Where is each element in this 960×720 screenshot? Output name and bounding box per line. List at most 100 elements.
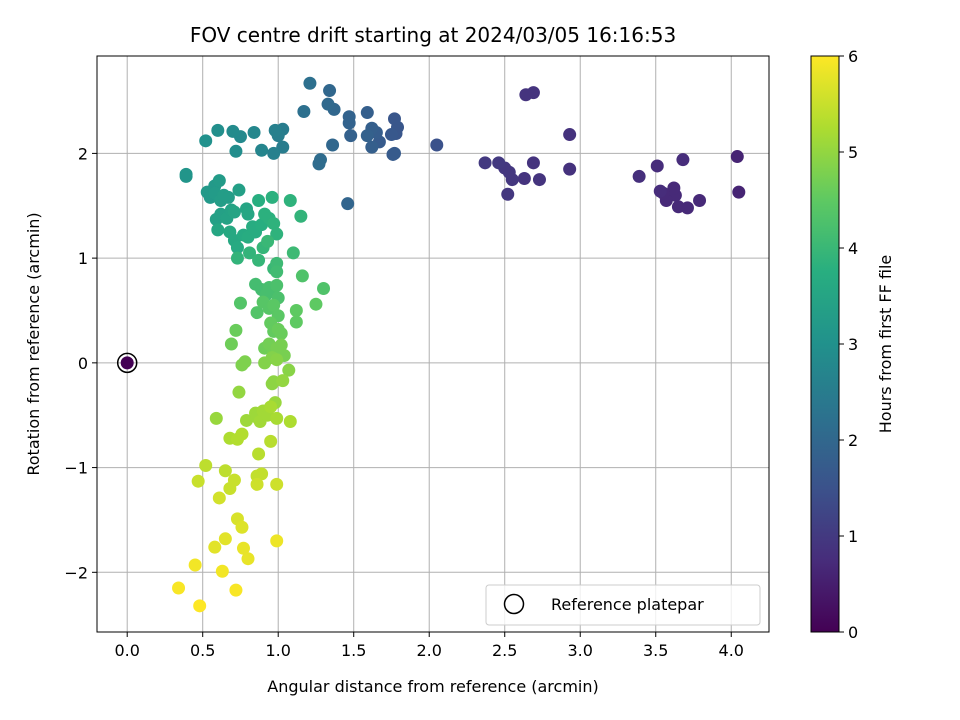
colorbar-tick-label: 4	[848, 239, 858, 258]
data-point	[267, 298, 281, 312]
x-axis-ticks: 0.0 0.5 1.0 1.5 2.0 2.5 3.0 3.5 4.0	[114, 632, 744, 660]
data-point	[730, 150, 744, 164]
data-point	[227, 205, 241, 219]
chart-title: FOV centre drift starting at 2024/03/05 …	[190, 23, 676, 47]
y-axis-ticks: −2 −1 0 1 2	[64, 144, 97, 582]
data-point	[215, 564, 229, 578]
data-point	[270, 353, 284, 367]
data-point	[283, 414, 297, 428]
data-point	[188, 558, 202, 572]
data-point	[235, 427, 249, 441]
data-point	[303, 76, 317, 90]
data-point	[501, 187, 515, 201]
data-point	[365, 140, 379, 154]
data-point	[268, 123, 282, 137]
colorbar-tick-label: 2	[848, 431, 858, 450]
data-point	[212, 491, 226, 505]
data-point	[236, 541, 250, 555]
plot-frame	[96, 55, 770, 633]
data-point	[238, 355, 252, 369]
data-point	[309, 297, 323, 311]
data-point	[208, 540, 222, 554]
data-point	[693, 194, 707, 208]
data-point	[172, 581, 186, 595]
data-point	[264, 434, 278, 448]
data-point	[323, 84, 337, 98]
legend-label: Reference platepar	[551, 595, 704, 614]
data-point	[283, 194, 297, 208]
data-point	[632, 169, 646, 183]
data-point	[312, 157, 326, 171]
y-tick-label: 1	[78, 249, 88, 268]
data-point	[387, 112, 401, 126]
data-point	[276, 140, 290, 154]
data-point	[270, 227, 284, 241]
data-point	[274, 338, 288, 352]
data-point	[532, 173, 546, 187]
data-point	[563, 162, 577, 176]
data-points	[120, 76, 746, 613]
reference-platepar-marker	[116, 352, 138, 374]
data-point	[341, 197, 355, 211]
x-tick-label: 0.0	[114, 641, 139, 660]
data-point	[264, 400, 278, 414]
data-point	[241, 552, 255, 566]
x-tick-label: 1.5	[341, 641, 366, 660]
data-point	[255, 143, 269, 157]
y-tick-label: −2	[64, 563, 88, 582]
x-tick-label: 2.5	[492, 641, 517, 660]
y-tick-label: 0	[78, 354, 88, 373]
data-point	[232, 385, 246, 399]
data-point	[247, 125, 261, 139]
data-point	[270, 477, 284, 491]
data-point	[270, 534, 284, 548]
colorbar: 0 1 2 3 4 5 6 Hours from first FF file	[810, 47, 895, 642]
data-point	[232, 183, 246, 197]
y-axis-label: Rotation from reference (arcmin)	[24, 212, 43, 475]
data-point	[193, 599, 207, 613]
data-point	[120, 356, 134, 370]
data-point	[317, 281, 331, 295]
data-point	[430, 138, 444, 152]
data-point	[276, 374, 290, 388]
colorbar-tick-label: 3	[848, 335, 858, 354]
data-point	[671, 200, 685, 214]
data-point	[384, 128, 398, 142]
data-point	[274, 327, 288, 341]
data-point	[265, 377, 279, 391]
data-point	[297, 105, 311, 119]
data-point	[212, 174, 226, 188]
colorbar-tick-label: 1	[848, 527, 858, 546]
data-point	[199, 458, 213, 472]
data-point	[250, 306, 264, 320]
data-point	[342, 110, 356, 124]
data-point	[226, 124, 240, 138]
data-point	[563, 128, 577, 142]
data-point	[295, 269, 309, 283]
data-point	[191, 474, 205, 488]
data-point	[653, 184, 667, 198]
data-point	[229, 583, 243, 597]
data-point	[360, 106, 374, 120]
data-point	[199, 134, 213, 148]
data-point	[294, 209, 308, 223]
data-point	[221, 190, 235, 204]
data-point	[265, 190, 279, 204]
data-point	[386, 147, 400, 161]
legend: Reference platepar	[485, 584, 761, 626]
colorbar-tick-label: 0	[848, 623, 858, 642]
data-point	[326, 138, 340, 152]
x-tick-label: 3.0	[568, 641, 593, 660]
data-point	[650, 159, 664, 173]
y-tick-label: 2	[78, 144, 88, 163]
data-point	[218, 532, 232, 546]
data-point	[250, 477, 264, 491]
data-point	[229, 144, 243, 158]
data-point	[179, 167, 193, 181]
data-point	[230, 241, 244, 255]
data-point	[492, 156, 506, 170]
data-point	[252, 194, 266, 208]
data-point	[224, 337, 238, 351]
data-point	[235, 520, 249, 534]
